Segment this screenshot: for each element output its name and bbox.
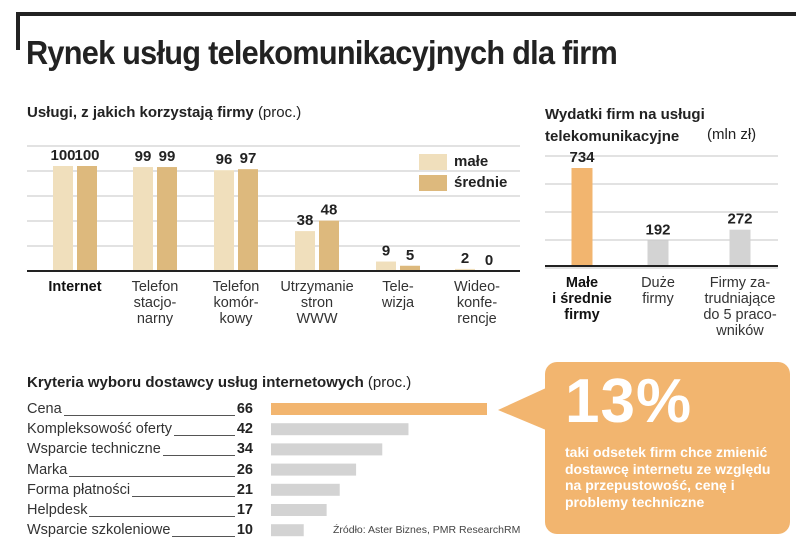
chart1-title-text: Usługi, z jakich korzystają firmy <box>27 104 254 121</box>
chart1-value-label: 100 <box>74 147 99 164</box>
chart1-value-label: 97 <box>240 150 257 167</box>
criteria-name: Kompleksowość oferty <box>27 421 175 438</box>
criteria-bar <box>271 524 304 537</box>
chart2-category-label: Duże firmy <box>641 275 675 307</box>
chart1-bar <box>455 268 475 271</box>
chart1-category-label: Telefon stacjo- narny <box>131 279 179 327</box>
chart1-value-label: 2 <box>461 250 469 267</box>
chart1-value-label: 48 <box>321 202 338 219</box>
criteria-leader-line <box>27 475 253 477</box>
criteria-bar <box>271 504 327 516</box>
chart1-bar <box>77 166 97 271</box>
chart2-bar <box>571 168 593 266</box>
chart1-value-label: 0 <box>485 252 493 269</box>
criteria-row: Wsparcie szkoleniowe 10 <box>27 522 253 539</box>
chart1-value-label: 9 <box>382 243 390 260</box>
chart2-bar <box>729 229 751 266</box>
top-rule <box>16 12 796 16</box>
chart1-bar <box>238 169 258 271</box>
criteria-value: 10 <box>234 522 253 539</box>
criteria-value: 21 <box>234 481 253 498</box>
chart1-category-label: Utrzymanie stron WWW <box>280 279 354 327</box>
chart2-title-text: Wydatki firm na usługi telekomunikacyjne <box>545 106 705 145</box>
chart3-unit: (proc.) <box>367 374 412 391</box>
chart2-value-label: 192 <box>645 221 670 238</box>
chart1-bar <box>295 231 315 271</box>
criteria-row: Cena 66 <box>27 401 253 418</box>
criteria-value: 42 <box>234 421 253 438</box>
criteria-row: Wsparcie techniczne 34 <box>27 441 253 458</box>
chart1-bar <box>376 261 396 271</box>
criteria-bar <box>271 443 383 456</box>
chart2-bar <box>647 240 669 266</box>
criteria-value: 34 <box>234 441 253 458</box>
criteria-bar <box>271 483 340 496</box>
criteria-leader-line <box>27 495 253 497</box>
criteria-bar <box>271 403 487 415</box>
chart1-bar <box>214 170 234 271</box>
callout-text: taki odsetek firm chce zmienić dostawcę … <box>565 444 771 510</box>
legend-label-srednie: średnie <box>454 174 508 191</box>
chart1-category-label: Wideo- konfe- rencje <box>454 279 500 327</box>
criteria-row: Forma płatności 21 <box>27 481 253 499</box>
chart1-title: Usługi, z jakich korzystają firmy (proc.… <box>27 104 301 121</box>
chart2-value-label: 272 <box>727 211 752 228</box>
chart1-value-label: 99 <box>135 148 152 165</box>
chart2-value-label: 734 <box>569 149 595 166</box>
chart2-category-label: Małe i średnie firmy <box>552 275 612 323</box>
chart2-unit-wrap: (mln zł) <box>707 126 756 143</box>
chart3-title: Kryteria wyboru dostawcy usług interneto… <box>27 374 411 391</box>
chart1-bar <box>319 220 339 271</box>
chart1-category-label: Tele- wizja <box>381 279 415 311</box>
chart1-value-label: 96 <box>216 151 233 168</box>
criteria-bar <box>271 463 357 476</box>
chart1-value-label: 100 <box>50 147 75 164</box>
chart1-bar <box>157 167 177 271</box>
criteria-value: 17 <box>234 502 253 518</box>
criteria-bar <box>271 423 409 436</box>
criteria-row: Marka 26 <box>27 461 253 479</box>
legend-swatch-male <box>419 154 447 170</box>
criteria-name: Wsparcie techniczne <box>27 441 163 458</box>
criteria-row: Kompleksowość oferty 42 <box>27 421 253 438</box>
chart2-title-line1: Wydatki firm na usługi telekomunikacyjne <box>545 104 755 148</box>
chart1-bar <box>53 166 73 271</box>
chart1-value-label: 99 <box>159 148 176 165</box>
chart1-category-label: Telefon komór- kowy <box>212 279 260 327</box>
criteria-value: 26 <box>234 461 253 478</box>
chart2-unit: (mln zł) <box>707 126 757 143</box>
criteria-name: Forma płatności <box>27 481 133 498</box>
source-note: Źródło: Aster Biznes, PMR Research <box>333 524 504 536</box>
chart1-value-label: 5 <box>406 247 414 264</box>
criteria-name: Helpdesk <box>27 502 90 518</box>
page-title: Rynek usług telekomunikacyjnych dla firm <box>26 34 618 71</box>
criteria-row: Helpdesk 17 <box>27 502 253 519</box>
chart2-category-label: Firmy za- trudniające do 5 praco- wników <box>703 275 777 339</box>
criteria-name: Cena <box>27 401 64 417</box>
callout-box <box>545 362 790 534</box>
criteria-leader-line <box>27 516 253 517</box>
criteria-value: 66 <box>234 401 253 417</box>
chart3-title-text: Kryteria wyboru dostawcy usług interneto… <box>27 374 364 391</box>
criteria-name: Marka <box>27 461 70 478</box>
left-rule <box>16 12 20 50</box>
chart1-category-label: Internet <box>48 279 102 295</box>
chart1-bar <box>133 167 153 271</box>
author-initials: RM <box>504 524 521 536</box>
chart1-value-label: 38 <box>297 212 314 229</box>
criteria-leader-line <box>27 415 253 416</box>
chart1-unit: (proc.) <box>257 104 302 121</box>
callout-percentage: 13% <box>565 367 693 436</box>
criteria-name: Wsparcie szkoleniowe <box>27 522 173 539</box>
legend-swatch-srednie <box>419 175 447 191</box>
chart1-bar <box>400 265 420 271</box>
legend-label-male: małe <box>454 153 489 170</box>
